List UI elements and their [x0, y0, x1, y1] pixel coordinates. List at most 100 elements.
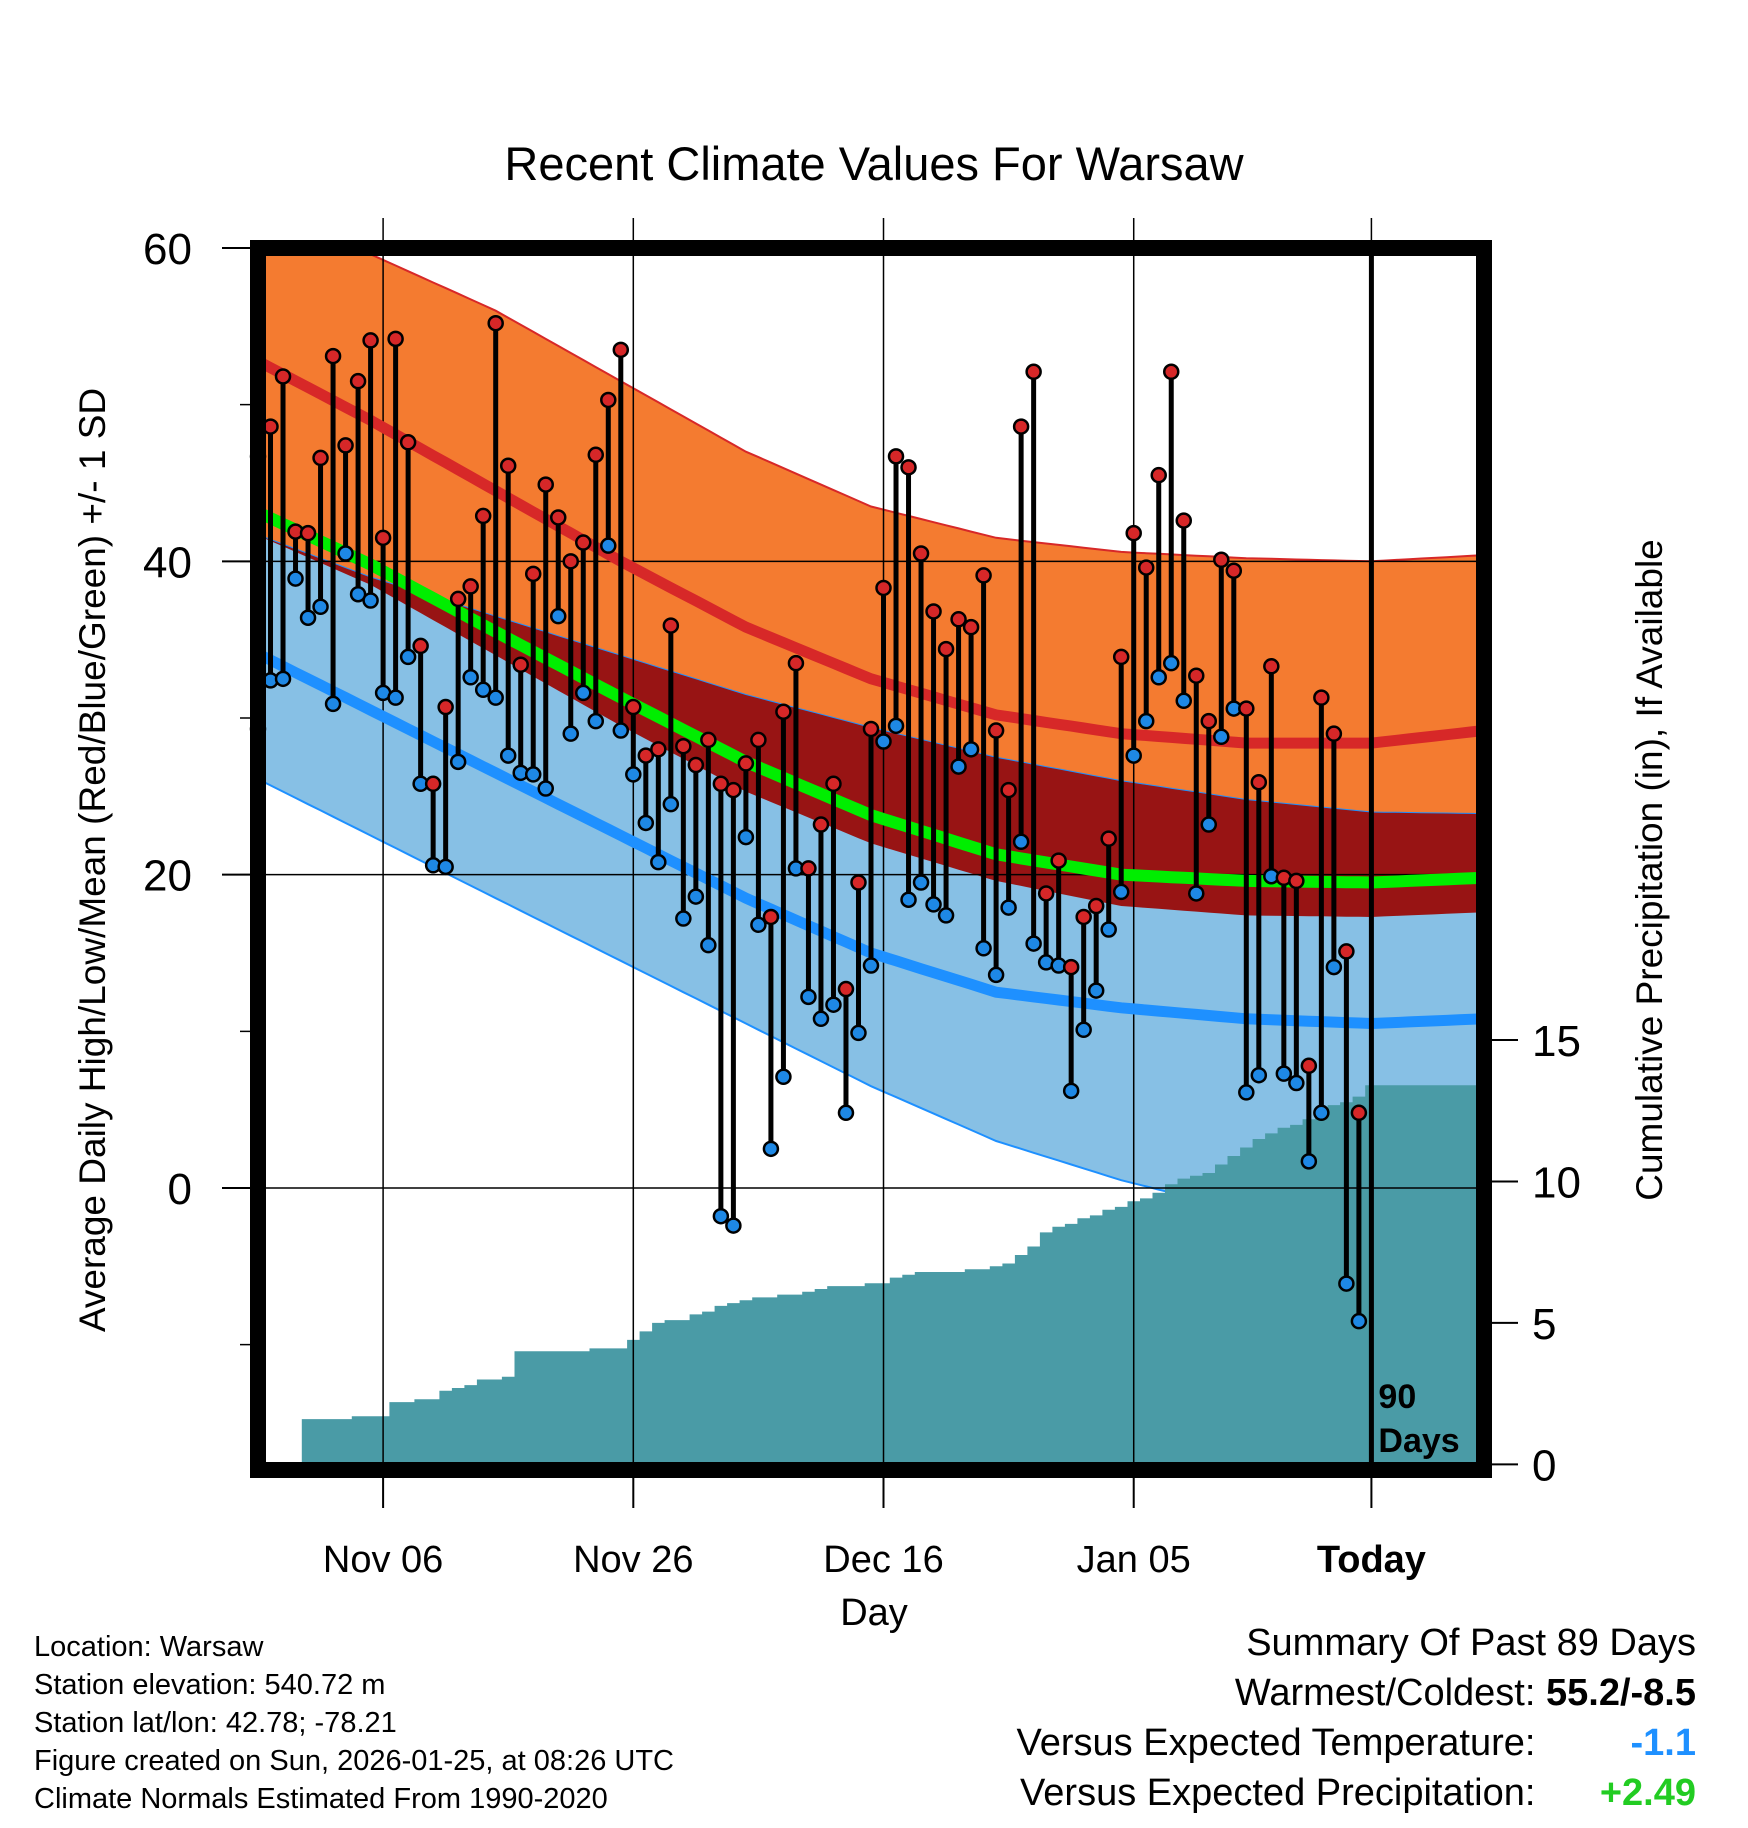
low-point — [925, 896, 942, 913]
temp-label: Versus Expected Temperature: — [1016, 1722, 1536, 1764]
high-point — [1350, 1104, 1368, 1122]
low-point — [274, 670, 292, 688]
summary-title: Summary Of Past 89 Days — [1246, 1622, 1696, 1664]
y-tick-label: 40 — [143, 538, 192, 587]
low-point — [1137, 712, 1155, 730]
summary-panel: Summary Of Past 89 Days Warmest/Coldest:… — [1017, 1618, 1696, 1818]
y2-tick-label: 5 — [1532, 1300, 1556, 1349]
high-point — [412, 637, 429, 655]
high-point — [487, 314, 504, 332]
high-point — [662, 617, 680, 634]
high-upper-edge — [258, 248, 1484, 563]
today-days-label: Days — [1378, 1422, 1459, 1460]
precip-value: +2.49 — [1599, 1772, 1696, 1814]
low-point — [1325, 958, 1343, 976]
low-point — [737, 828, 755, 846]
high-point — [1325, 725, 1343, 742]
high-point — [800, 860, 817, 877]
high-point — [1313, 689, 1330, 706]
high-point — [575, 534, 592, 551]
high-point — [975, 567, 992, 584]
low-point — [912, 874, 930, 891]
chart-title: Recent Climate Values For Warsaw — [504, 137, 1244, 190]
low-point — [700, 936, 717, 954]
low-point — [862, 957, 880, 974]
y-axis-label: Average Daily High/Low/Mean (Red/Blue/Gr… — [72, 388, 113, 1332]
normals-text: Climate Normals Estimated From 1990-2020 — [34, 1783, 608, 1815]
high-point — [299, 524, 317, 542]
low-point — [775, 1068, 792, 1086]
low-point — [600, 537, 617, 554]
low-point — [1300, 1153, 1318, 1170]
high-point — [1175, 512, 1193, 529]
low-point — [1062, 1082, 1080, 1100]
high-point — [499, 457, 517, 475]
low-point — [1313, 1104, 1330, 1122]
today-marker: 90 Days — [1368, 248, 1460, 1470]
high-point — [399, 434, 417, 451]
low-point — [1200, 816, 1218, 833]
high-point — [1025, 363, 1042, 381]
high-point — [937, 640, 955, 658]
high-point — [850, 874, 867, 891]
precip-label: Versus Expected Precipitation: — [1020, 1772, 1536, 1814]
low-point — [1100, 921, 1117, 938]
high-point — [875, 579, 892, 597]
high-point — [1225, 562, 1243, 579]
high-point — [1050, 852, 1067, 869]
x-tick-label: Jan 05 — [1077, 1539, 1191, 1581]
low-point — [875, 733, 892, 750]
station-info: Location: Warsaw Station elevation: 540.… — [34, 1628, 674, 1818]
low-point — [750, 916, 767, 934]
high-point — [775, 703, 792, 720]
high-point — [700, 731, 717, 749]
high-point — [462, 578, 479, 595]
low-point — [1025, 935, 1042, 952]
high-point — [712, 775, 730, 793]
high-point — [987, 722, 1005, 739]
low-point — [324, 695, 342, 713]
y-tick-label: 60 — [143, 225, 192, 274]
low-point — [962, 741, 980, 758]
high-point — [524, 565, 542, 583]
precip-row: Versus Expected Precipitation: +2.49 — [1017, 1768, 1696, 1818]
latlon-text: Station lat/lon: 42.78; -78.21 — [34, 1707, 397, 1739]
low-point — [1087, 982, 1105, 999]
low-point — [812, 1010, 830, 1028]
temp-value: -1.1 — [1630, 1722, 1696, 1764]
y-tick-label: 0 — [168, 1165, 192, 1214]
high-point — [900, 459, 917, 476]
low-point — [800, 988, 817, 1006]
low-point — [1188, 885, 1205, 902]
low-point — [675, 910, 692, 927]
low-point — [287, 570, 304, 587]
low-point — [1250, 1066, 1268, 1084]
warm-cold-label: Warmest/Coldest: — [1234, 1672, 1536, 1714]
high-point — [912, 545, 930, 562]
low-point — [337, 545, 354, 562]
high-point — [1238, 700, 1255, 717]
high-point — [374, 529, 392, 547]
y-tick-label: 20 — [143, 852, 192, 901]
today-days-number: 90 — [1378, 1378, 1416, 1416]
high-point — [687, 756, 705, 774]
high-point — [1162, 363, 1180, 381]
low-point — [725, 1217, 742, 1234]
high-point — [1137, 559, 1155, 576]
low-point — [299, 609, 317, 626]
low-point — [474, 681, 492, 699]
high-point — [1125, 524, 1142, 542]
high-point — [762, 908, 780, 926]
high-point — [1188, 667, 1205, 684]
low-point — [487, 689, 504, 706]
y2-tick-label: 0 — [1532, 1441, 1556, 1490]
high-point — [750, 731, 767, 749]
high-point — [1200, 712, 1218, 730]
low-point — [625, 766, 642, 783]
y2-axis-label: Cumulative Precipitation (in), If Availa… — [1629, 539, 1670, 1201]
y2-tick-label: 10 — [1532, 1158, 1581, 1207]
low-point — [549, 607, 567, 625]
high-point — [424, 775, 442, 793]
precipitation-area — [264, 1085, 1484, 1465]
